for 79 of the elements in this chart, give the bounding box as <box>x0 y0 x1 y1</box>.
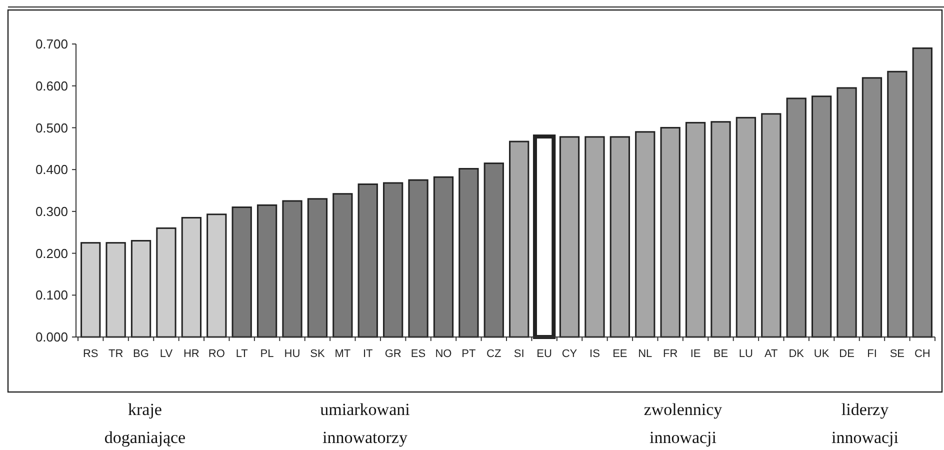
y-tick-label: 0.400 <box>35 162 68 178</box>
y-tick-label: 0.200 <box>35 246 68 261</box>
bar <box>484 162 504 338</box>
bar <box>836 87 857 338</box>
bar <box>660 126 680 338</box>
text: umiarkowani innowatorzy <box>320 400 410 447</box>
bar <box>256 204 278 338</box>
x-tick-label: GR <box>384 348 402 360</box>
bar <box>206 214 227 338</box>
x-tick-label: PT <box>462 348 476 360</box>
bar <box>635 131 656 338</box>
bar <box>811 96 832 338</box>
bar <box>610 136 630 338</box>
x-tick-label: DK <box>788 348 805 360</box>
bar <box>559 136 580 338</box>
y-tick-label: 0.100 <box>35 288 68 303</box>
x-tick-label: TR <box>108 348 124 360</box>
bar <box>156 227 176 338</box>
bar <box>358 183 378 338</box>
y-tick-label: 0.000 <box>35 330 68 345</box>
text: zwolennicy innowacji <box>644 400 723 447</box>
x-tick-label: PL <box>260 348 274 360</box>
bar <box>710 121 731 338</box>
x-tick-label: LU <box>738 348 754 360</box>
x-tick-label: LV <box>160 348 174 360</box>
x-tick-label: RO <box>208 348 226 360</box>
x-tick-label: SK <box>310 348 326 360</box>
x-tick-label: BE <box>713 348 728 360</box>
bar <box>106 242 126 338</box>
x-tick-label: FR <box>663 348 678 360</box>
bar <box>786 98 806 338</box>
x-tick-label: LT <box>236 348 248 360</box>
x-tick-label: SE <box>890 348 905 360</box>
x-tick-label: SI <box>514 348 524 360</box>
bar <box>736 116 756 338</box>
x-tick-label: HU <box>284 348 300 360</box>
bar <box>307 198 328 338</box>
x-tick-label: IE <box>690 348 701 360</box>
x-tick-label: RS <box>82 348 98 360</box>
x-tick-label: FI <box>867 348 877 360</box>
y-tick-label: 0.500 <box>35 120 68 136</box>
x-tick-label: CZ <box>486 348 502 360</box>
x-tick-label: EU <box>536 348 552 360</box>
bar <box>80 242 101 338</box>
x-tick-label: MT <box>334 348 351 360</box>
x-tick-label: IS <box>590 348 600 360</box>
x-tick-label: EE <box>612 348 628 360</box>
x-tick-label: BG <box>133 348 149 360</box>
y-tick-label: 0.600 <box>35 78 68 94</box>
x-tick-label: UK <box>814 348 830 360</box>
bar <box>232 206 252 338</box>
y-tick-label: 0.700 <box>35 36 68 52</box>
x-tick-label: CY <box>562 348 578 360</box>
bar <box>130 240 152 338</box>
bar <box>382 182 404 338</box>
bar <box>912 47 932 338</box>
bar <box>862 77 882 338</box>
bar <box>584 136 605 338</box>
bar <box>509 140 530 338</box>
bar <box>332 193 353 338</box>
x-tick-label: CH <box>914 348 930 360</box>
bar <box>408 179 428 338</box>
bar <box>282 200 302 338</box>
y-tick-label: 0.300 <box>35 204 68 219</box>
x-tick-label: ES <box>410 348 426 360</box>
bar <box>685 122 706 338</box>
bar <box>887 70 908 338</box>
x-tick-label: NO <box>435 348 452 360</box>
x-tick-label: DE <box>839 348 854 360</box>
bar <box>181 216 202 338</box>
bar <box>458 168 479 338</box>
x-tick-label: IT <box>362 348 374 360</box>
text: kraje doganiające <box>104 400 186 447</box>
text: liderzy innowacji <box>831 400 899 447</box>
x-tick-label: AT <box>764 348 778 360</box>
x-tick-label: HR <box>183 348 200 360</box>
bar <box>433 176 454 338</box>
x-tick-label: NL <box>638 348 652 360</box>
bar <box>761 113 782 338</box>
